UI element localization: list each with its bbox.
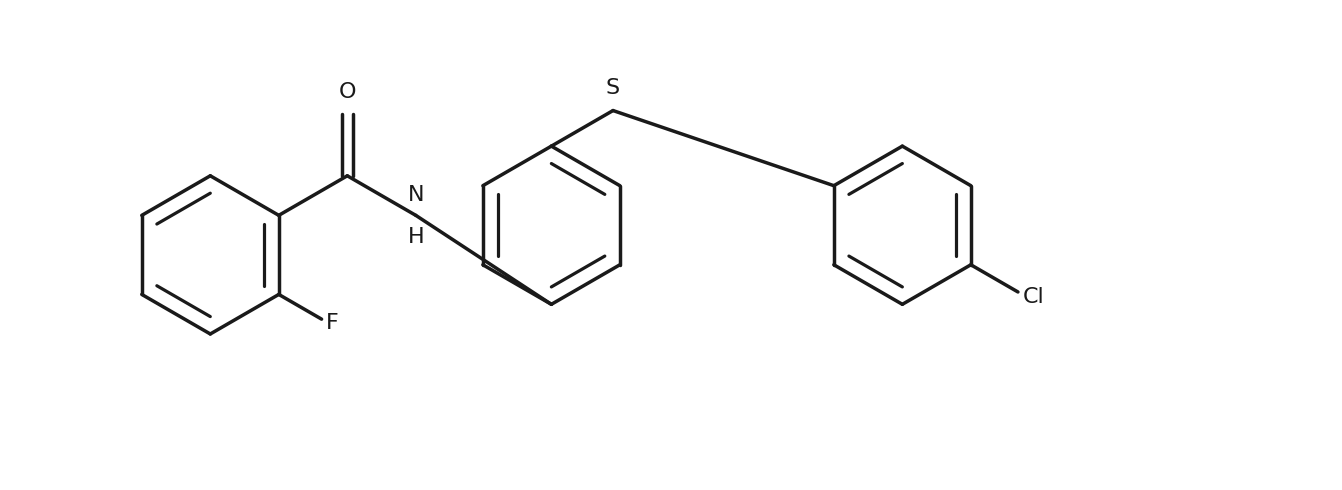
Text: Cl: Cl — [1023, 287, 1044, 307]
Text: O: O — [338, 82, 356, 101]
Text: F: F — [326, 313, 338, 333]
Text: N: N — [408, 185, 424, 205]
Text: S: S — [607, 78, 620, 98]
Text: H: H — [408, 227, 424, 247]
